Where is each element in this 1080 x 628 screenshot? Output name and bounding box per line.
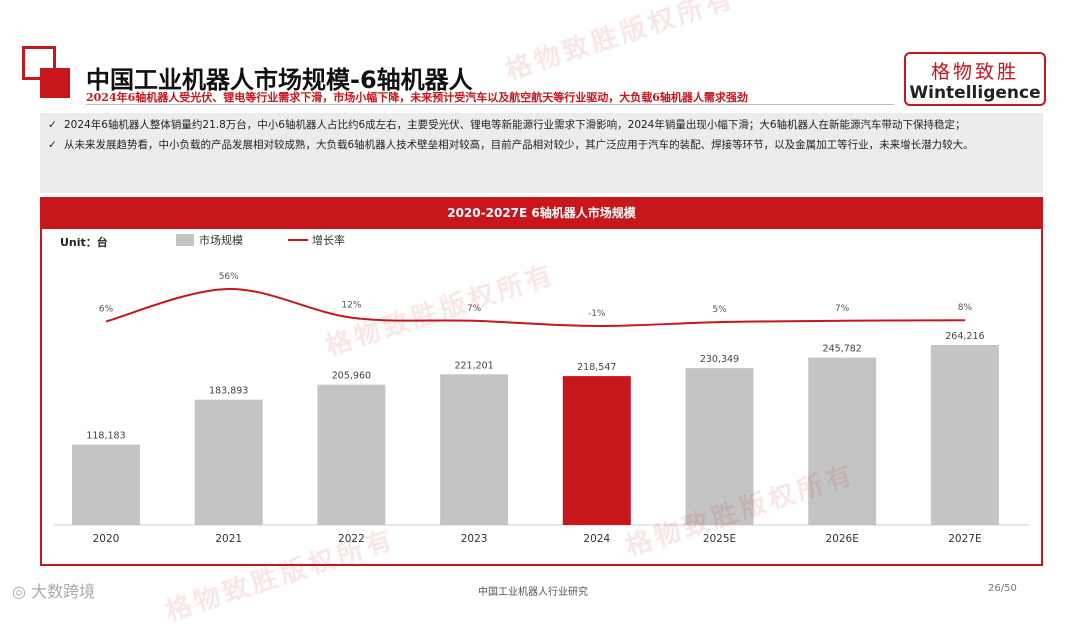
rate-value-label: -1% [588, 309, 606, 319]
x-tick-label: 2027E [948, 533, 981, 545]
summary-bullet-1: ✓ 2024年6轴机器人整体销量约21.8万台，中小6轴机器人占比约6成左右，主… [48, 115, 1033, 135]
logo-cn-text: 格物致胜 [930, 61, 1019, 83]
check-icon: ✓ [48, 119, 57, 131]
bar [72, 444, 140, 525]
bar-value-label: 230,349 [700, 354, 739, 365]
x-tick-label: 2025E [703, 533, 736, 545]
market-size-chart: Unit：台 市场规模 增长率 118,183 2020 6% 183,893 2021 56%… [54, 233, 1029, 545]
bar-value-label: 118,183 [86, 431, 125, 442]
page-title: 中国工业机器人市场规模-6轴机器人 [86, 66, 473, 94]
rate-value-label: 8% [958, 303, 973, 313]
chart-title: 2020-2027E 6轴机器人市场规模 [40, 197, 1043, 229]
rate-value-label: 12% [341, 301, 361, 311]
bar-value-label: 245,782 [823, 344, 862, 355]
bar [194, 399, 263, 525]
rate-value-label: 7% [835, 304, 850, 314]
bar-value-label: 218,547 [577, 362, 616, 373]
x-tick-label: 2024 [583, 533, 610, 545]
unit-label: Unit：台 [60, 235, 108, 249]
logo-en-text: Wintelligence [909, 83, 1041, 103]
footer-brand: ◎ 大数跨境 [12, 578, 95, 602]
rate-value-label: 5% [712, 305, 727, 315]
wintelligence-logo: 格物致胜 Wintelligence [904, 52, 1046, 106]
page-number: 26/50 [988, 583, 1017, 594]
summary-bullet-text: 从未来发展趋势看，中小负载的产品发展相对较成熟，大负载6轴机器人技术壁垒相对较高… [64, 139, 974, 151]
summary-bullet-2: ✓ 从未来发展趋势看，中小负载的产品发展相对较成熟，大负载6轴机器人技术壁垒相对… [48, 135, 1033, 155]
legend-swatch-bar [176, 234, 194, 246]
footer-report-name: 中国工业机器人行业研究 [478, 587, 588, 598]
x-tick-label: 2026E [826, 533, 859, 545]
growth-rate-line [105, 287, 965, 328]
x-tick-label: 2021 [215, 533, 242, 545]
bar-value-label: 264,216 [945, 331, 984, 342]
brand-logo-icon: ◎ [12, 582, 26, 601]
title-divider [86, 104, 894, 105]
decor-square-outline [22, 46, 56, 80]
bar [317, 384, 386, 525]
bar-value-label: 205,960 [332, 371, 371, 382]
chart-panel [40, 229, 1043, 566]
summary-box: ✓ 2024年6轴机器人整体销量约21.8万台，中小6轴机器人占比约6成左右，主… [40, 113, 1043, 193]
watermark: 格物致胜版权所有 [502, 0, 740, 87]
legend-label-bar: 市场规模 [199, 233, 243, 247]
summary-bullet-text: 2024年6轴机器人整体销量约21.8万台，中小6轴机器人占比约6成左右，主要受… [64, 119, 966, 131]
bar [562, 376, 631, 525]
bar [808, 357, 877, 525]
bar [685, 368, 754, 525]
bar-value-label: 221,201 [454, 360, 493, 371]
check-icon: ✓ [48, 139, 57, 151]
rate-value-label: 7% [467, 304, 482, 314]
x-tick-label: 2023 [461, 533, 488, 545]
footer-brand-text: 大数跨境 [31, 582, 96, 601]
rate-value-label: 56% [219, 272, 239, 282]
page-subtitle: 2024年6轴机器人受光伏、锂电等行业需求下滑，市场小幅下降，未来预计受汽车以及… [86, 91, 748, 104]
bar [440, 374, 509, 525]
x-tick-label: 2020 [93, 533, 120, 545]
bar-value-label: 183,893 [209, 386, 248, 397]
x-tick-label: 2022 [338, 533, 365, 545]
legend-label-line: 增长率 [312, 233, 345, 247]
decor-square-solid [40, 68, 70, 98]
bar [930, 345, 999, 525]
rate-value-label: 6% [99, 305, 114, 315]
